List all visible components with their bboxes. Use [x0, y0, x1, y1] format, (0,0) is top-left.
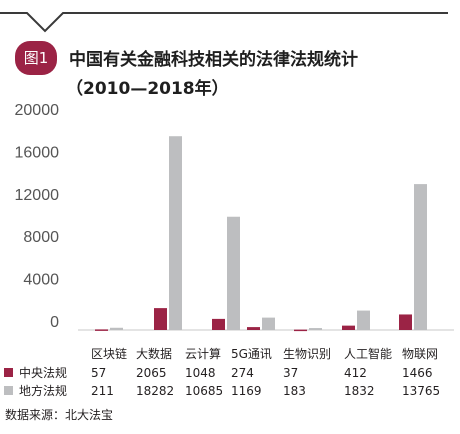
- legend-swatch-local: [4, 386, 13, 395]
- source-note: 数据来源：北大法宝: [5, 407, 113, 422]
- bar-local: [169, 136, 182, 330]
- bar-local: [414, 184, 427, 330]
- category-label: 人工智能: [344, 346, 392, 361]
- table-cell: 57: [91, 366, 106, 380]
- y-tick-label: 8000: [23, 229, 59, 246]
- category-label: 生物识别: [283, 347, 331, 361]
- table-cell: 2065: [136, 366, 167, 380]
- bar-local: [357, 310, 370, 330]
- table-cell: 18282: [136, 384, 174, 398]
- chart-title: 中国有关金融科技相关的法律法规统计: [69, 49, 358, 70]
- header-divider: [0, 12, 448, 33]
- y-tick-label: 12000: [15, 187, 60, 204]
- y-tick-label: 20000: [15, 102, 60, 119]
- legend-label-central: 中央法规: [19, 365, 67, 380]
- legend-swatch-central: [4, 368, 13, 377]
- category-label: 物联网: [402, 347, 438, 361]
- table-cell: 13765: [402, 384, 440, 398]
- table-cell: 1048: [185, 366, 216, 380]
- table-cell: 10685: [185, 384, 223, 398]
- table-cell: 1466: [402, 366, 433, 380]
- bars: [95, 136, 427, 332]
- bar-central: [342, 325, 355, 330]
- table-cell: 37: [283, 366, 298, 380]
- y-tick-label: 0: [50, 314, 59, 331]
- table-cell: 1169: [231, 384, 262, 398]
- table-cell: 274: [231, 366, 254, 380]
- legend-label-local: 地方法规: [19, 383, 67, 398]
- table-cell: 183: [283, 384, 306, 398]
- table-cell: 211: [91, 384, 114, 398]
- figure-badge-label: 图1: [24, 49, 49, 67]
- y-tick-label: 4000: [23, 272, 59, 289]
- bar-central: [95, 329, 108, 331]
- bar-central: [294, 329, 307, 332]
- bar-local: [110, 327, 123, 330]
- category-label: 5G通讯: [231, 347, 272, 361]
- bar-local: [309, 328, 322, 330]
- category-label: 区块链: [91, 346, 127, 361]
- bar-central: [154, 308, 167, 330]
- y-tick-label: 16000: [15, 144, 60, 161]
- bar-central: [212, 318, 225, 330]
- chart-subtitle: （2010—2018年）: [66, 78, 229, 99]
- bar-local: [227, 216, 240, 330]
- bar-central: [247, 327, 260, 330]
- bar-local: [262, 317, 275, 330]
- data-table: 中央法规 57 2065 1048 274 37 412 1466 地方法规 211 18282 10…: [4, 365, 440, 398]
- category-labels: 区块链 大数据 云计算 5G通讯 生物识别 人工智能 物联网: [91, 346, 438, 361]
- y-axis-ticks: 0 4000 8000 12000 16000 20000: [15, 102, 60, 331]
- category-label: 云计算: [185, 346, 221, 361]
- category-label: 大数据: [136, 346, 172, 361]
- table-cell: 412: [344, 366, 367, 380]
- table-cell: 1832: [344, 384, 375, 398]
- bar-central: [399, 314, 412, 330]
- figure-badge: [15, 41, 57, 75]
